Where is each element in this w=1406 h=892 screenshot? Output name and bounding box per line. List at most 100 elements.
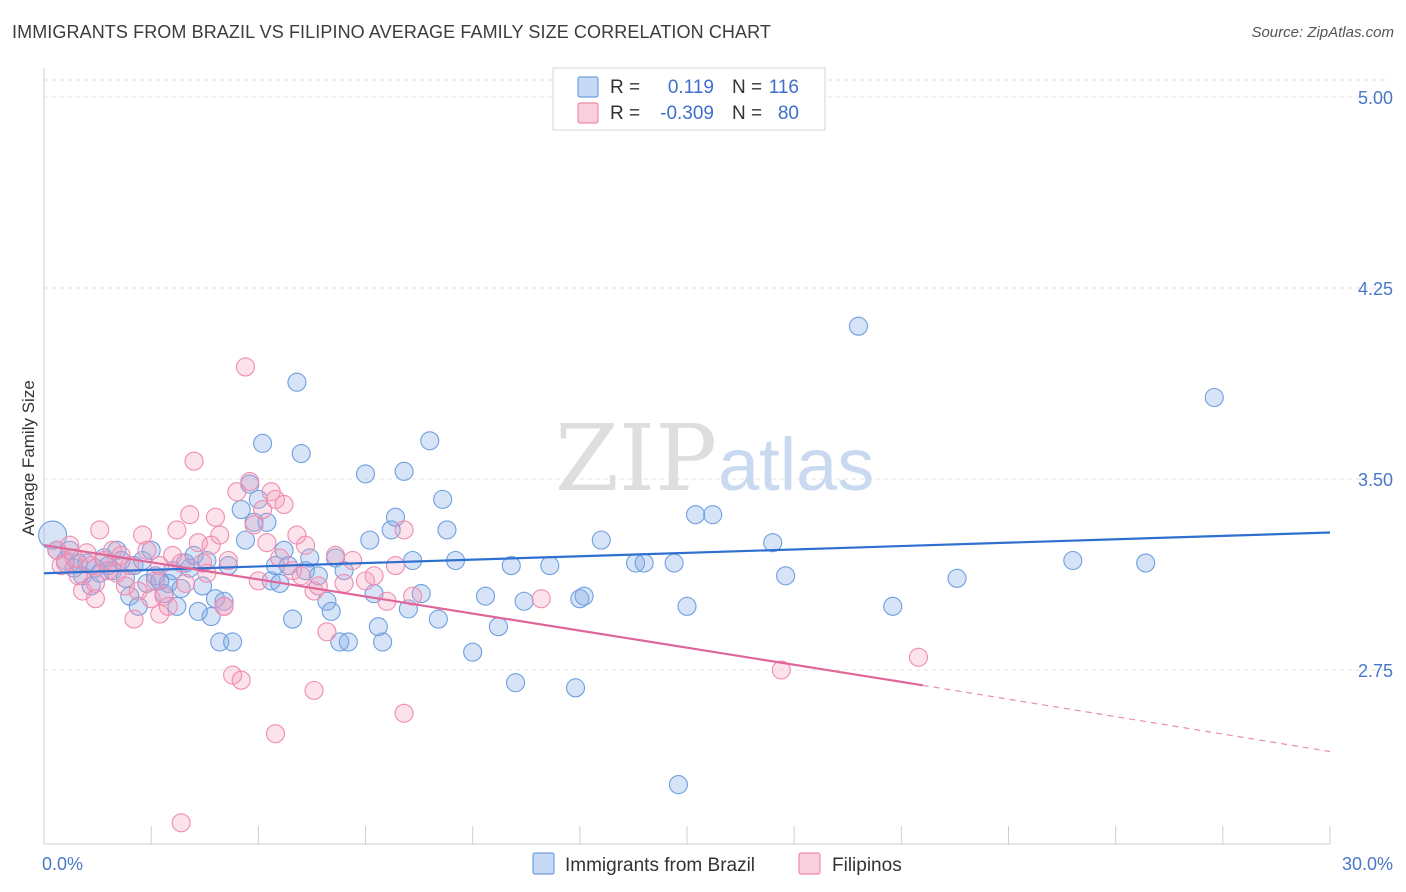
point-filipinos — [240, 471, 260, 492]
trend-lines — [43, 531, 1331, 753]
point-filipinos — [231, 670, 251, 690]
bottom-legend-swatch-filipinos — [798, 852, 821, 875]
point-brazil — [540, 556, 560, 576]
point-brazil — [368, 617, 388, 637]
point-brazil — [591, 530, 611, 550]
point-filipinos — [908, 647, 929, 667]
point-filipinos — [274, 494, 294, 515]
point-brazil — [223, 632, 243, 652]
point-filipinos — [235, 357, 256, 377]
point-brazil — [141, 540, 161, 560]
legend-n-value-2: 80 — [778, 103, 799, 124]
point-brazil — [360, 530, 380, 550]
point-filipinos — [137, 540, 157, 560]
point-brazil — [214, 591, 234, 611]
point-filipinos — [180, 505, 200, 525]
point-brazil — [848, 316, 869, 336]
point-filipinos — [154, 586, 174, 606]
point-filipinos — [205, 507, 226, 527]
point-brazil — [703, 505, 723, 525]
point-filipinos — [244, 515, 264, 535]
point-brazil — [883, 596, 903, 616]
point-filipinos — [175, 573, 196, 593]
y-axis-label: Average Family Size — [19, 380, 38, 536]
y-tick-label: 2.75 — [1358, 661, 1393, 681]
point-filipinos — [257, 533, 277, 553]
point-brazil — [433, 489, 453, 509]
point-filipinos — [145, 571, 166, 591]
point-filipinos — [210, 525, 230, 545]
point-filipinos — [325, 545, 346, 565]
point-filipinos — [394, 703, 414, 723]
point-filipinos — [771, 660, 791, 680]
correlation-legend: R = 0.119 N = 116 R = -0.309 N = 80 — [552, 67, 826, 131]
point-filipinos — [291, 566, 311, 586]
point-filipinos — [531, 589, 551, 609]
point-brazil — [420, 431, 440, 451]
point-filipinos — [308, 576, 328, 596]
point-brazil — [188, 601, 208, 621]
point-brazil — [287, 372, 307, 392]
y-tick-label: 4.25 — [1358, 279, 1393, 299]
point-filipinos — [150, 604, 170, 624]
point-filipinos — [253, 500, 273, 520]
watermark-atlas: atlas — [718, 423, 874, 506]
point-filipinos — [385, 556, 406, 576]
point-brazil — [668, 775, 688, 795]
point-brazil — [776, 566, 796, 586]
legend-r-value-2: -0.309 — [660, 103, 714, 124]
point-brazil — [1063, 550, 1083, 571]
point-filipinos — [364, 566, 384, 586]
legend-swatch-brazil — [577, 76, 599, 98]
point-brazil — [505, 673, 526, 693]
bottom-legend-label-filipinos: Filipinos — [832, 855, 902, 876]
data-points — [38, 316, 1224, 833]
x-tick-label: 0.0% — [42, 854, 83, 874]
trend-line-brazil — [43, 531, 1331, 575]
legend-r-label-1: R = — [610, 77, 640, 98]
y-tick-label: 5.00 — [1358, 88, 1393, 108]
point-brazil — [677, 596, 697, 616]
x-tick-label: 30.0% — [1342, 854, 1393, 874]
point-brazil — [253, 433, 273, 453]
point-filipinos — [85, 589, 105, 609]
point-brazil — [763, 533, 783, 553]
point-brazil — [308, 566, 328, 586]
y-tick-label: 3.50 — [1358, 470, 1393, 490]
point-brazil — [300, 548, 320, 568]
legend-r-value-1: 0.119 — [668, 77, 714, 98]
legend-swatch-filipinos — [577, 102, 599, 124]
point-filipinos — [90, 520, 110, 540]
point-brazil — [291, 443, 311, 464]
point-filipinos — [295, 535, 316, 555]
series-legend: Immigrants from Brazil Filipinos — [532, 852, 902, 876]
point-brazil — [283, 609, 303, 629]
point-brazil — [321, 601, 341, 621]
point-brazil — [634, 553, 654, 573]
point-filipinos — [227, 482, 247, 502]
point-brazil — [317, 591, 337, 611]
point-filipinos — [81, 556, 101, 576]
point-brazil — [437, 520, 457, 540]
point-filipinos — [214, 596, 234, 616]
point-filipinos — [304, 680, 324, 700]
chart-title: IMMIGRANTS FROM BRAZIL VS FILIPINO AVERA… — [12, 22, 771, 42]
point-filipinos — [343, 550, 363, 571]
axes — [43, 68, 1331, 845]
point-filipinos — [270, 548, 290, 568]
point-filipinos — [171, 813, 191, 833]
legend-n-label-2: N = — [732, 103, 762, 124]
tick-labels: 2.75 3.50 4.25 5.00 0.0% 30.0% — [42, 88, 1393, 874]
point-brazil — [488, 617, 508, 637]
point-filipinos — [265, 724, 286, 744]
bottom-legend-swatch-brazil — [532, 852, 555, 875]
point-filipinos — [403, 586, 423, 606]
legend-n-value-1: 116 — [769, 77, 799, 98]
point-brazil — [235, 530, 256, 550]
point-brazil — [463, 642, 483, 662]
point-filipinos — [85, 573, 105, 593]
point-brazil — [355, 464, 376, 484]
legend-n-label-1: N = — [732, 77, 762, 98]
point-brazil — [574, 586, 594, 606]
